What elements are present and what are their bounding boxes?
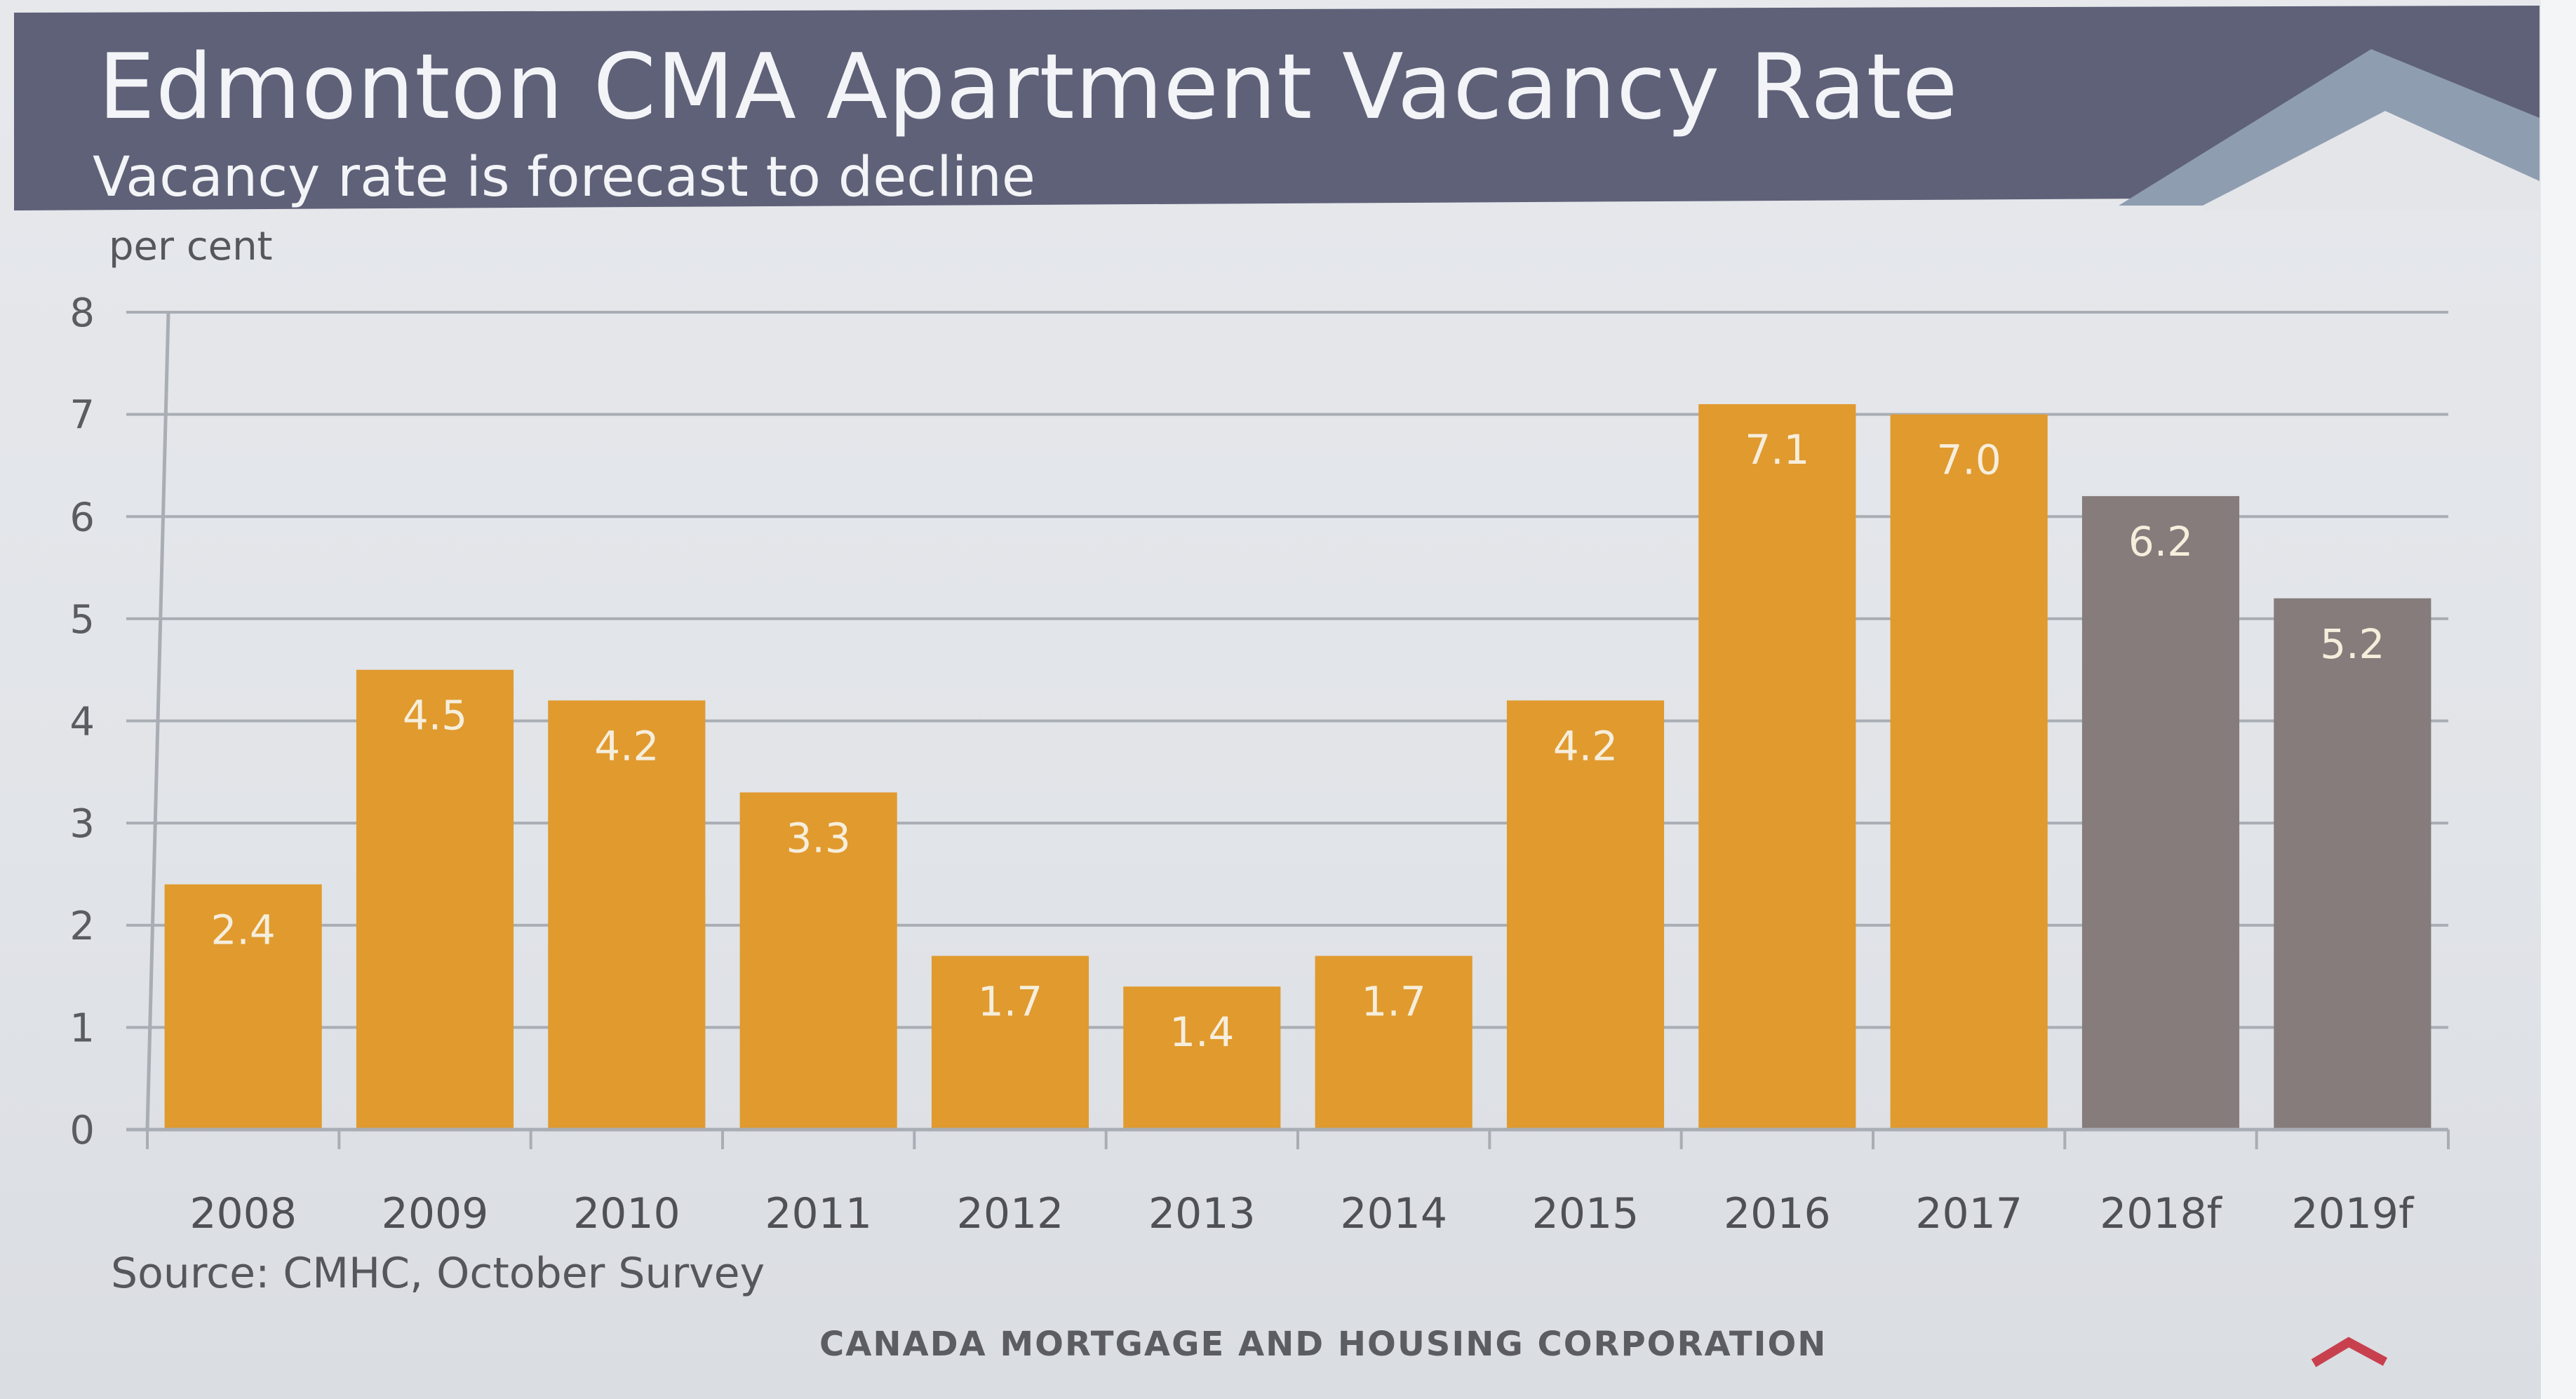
- bar-2009: [356, 669, 514, 1130]
- y-axis-line: [145, 312, 170, 1130]
- x-tick-label: 2011: [765, 1189, 872, 1235]
- title-banner: Edmonton CMA Apartment Vacancy Rate Vaca…: [14, 6, 2540, 210]
- x-tick-label: 2009: [382, 1189, 489, 1235]
- x-tick-label: 2017: [1915, 1189, 2022, 1235]
- y-tick-label: 6: [69, 495, 95, 540]
- chart-title: Edmonton CMA Apartment Vacancy Rate: [98, 35, 1959, 140]
- bar-2008: [164, 884, 322, 1130]
- data-label: 1.7: [978, 977, 1042, 1025]
- data-label: 7.1: [1745, 426, 1809, 474]
- bars: 2.4 4.5 4.2 3.3 1.7 1.4 1.7 4.2 7.1 7.0 6.2 5.2: [164, 404, 2431, 1130]
- bar-2013: [1123, 986, 1281, 1130]
- y-axis-title: per cent: [109, 224, 273, 269]
- data-label: 1.7: [1362, 977, 1426, 1025]
- source-note: Source: CMHC, October Survey: [111, 1249, 765, 1298]
- bar-2019f: [2274, 598, 2431, 1130]
- x-tick-label: 2016: [1724, 1189, 1831, 1235]
- bar-chart: per cent 0 1 2 3 4 5 6 7 8 2.4 4.5 4.2 3.3 1.7 1.4 1.7…: [69, 224, 2450, 1235]
- data-label: 2.4: [211, 906, 276, 954]
- x-tick-label: 2012: [957, 1189, 1064, 1235]
- cmhc-roof-chevron-icon: [2311, 1337, 2388, 1367]
- x-tick-label: 2008: [189, 1189, 297, 1235]
- y-tick-label: 5: [69, 597, 95, 643]
- bar-2017: [1890, 414, 2048, 1130]
- y-tick-label: 3: [69, 801, 95, 847]
- data-label: 4.2: [1553, 722, 1618, 770]
- data-label: 4.2: [594, 722, 659, 770]
- y-tick-label: 0: [69, 1108, 95, 1153]
- x-tick-label: 2014: [1340, 1189, 1447, 1235]
- bar-2016: [1698, 404, 1856, 1130]
- bar-2018f: [2081, 496, 2240, 1130]
- data-label: 5.2: [2320, 620, 2384, 668]
- slide-edge: [2541, 0, 2576, 1399]
- y-axis-ticks: 0 1 2 3 4 5 6 7 8: [69, 290, 170, 1153]
- x-tick-label: 2013: [1148, 1189, 1256, 1235]
- roof-chevron-icon: [2119, 49, 2540, 210]
- data-label: 7.0: [1937, 436, 2001, 484]
- bar-2012: [931, 956, 1089, 1130]
- y-tick-label: 4: [69, 700, 95, 745]
- x-tick-label: 2019f: [2291, 1189, 2415, 1235]
- x-tick-label: 2018f: [2100, 1189, 2223, 1235]
- y-tick-label: 8: [69, 290, 95, 336]
- bar-2014: [1315, 956, 1473, 1130]
- y-tick-label: 1: [69, 1005, 95, 1051]
- bar-2010: [548, 700, 706, 1130]
- data-label: 3.3: [786, 814, 851, 862]
- y-tick-label: 2: [69, 904, 95, 949]
- y-tick-label: 7: [69, 393, 95, 439]
- x-axis: 2008 2009 2010 2011 2012 2013 2014 2015 2016 2017…: [126, 1127, 2450, 1235]
- chart-subtitle: Vacancy rate is forecast to decline: [93, 146, 1035, 209]
- x-tick-label: 2010: [573, 1189, 680, 1235]
- footer-organization: CANADA MORTGAGE AND HOUSING CORPORATION: [819, 1325, 1827, 1364]
- x-tick-label: 2015: [1532, 1189, 1639, 1235]
- data-label: 1.4: [1169, 1008, 1234, 1056]
- bar-2015: [1506, 700, 1665, 1130]
- banner-background: [14, 6, 2540, 210]
- bar-2011: [739, 792, 897, 1130]
- data-label: 6.2: [2128, 518, 2193, 565]
- data-label: 4.5: [403, 692, 467, 739]
